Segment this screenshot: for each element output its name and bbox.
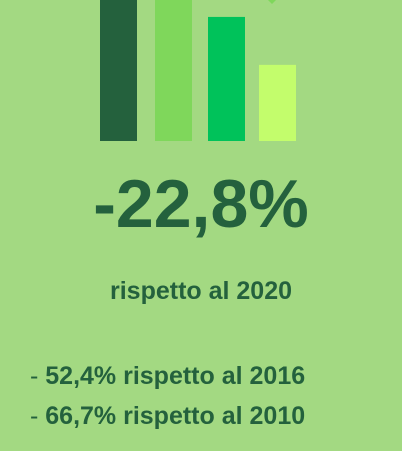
headline-value: -22,8% [93, 166, 309, 242]
bar-chart [100, 0, 296, 142]
bar [100, 0, 137, 141]
bar [208, 16, 245, 142]
arrow-tip-decoration [268, 0, 276, 4]
list-item-text: 52,4% rispetto al 2016 [38, 362, 306, 390]
comparison-text: rispetto al 2020 [109, 277, 293, 305]
comparison-list: - 52,4% rispetto al 2016 - 66,7% rispett… [30, 356, 305, 436]
list-dash: - [30, 362, 39, 390]
list-item: - 66,7% rispetto al 2010 [30, 396, 305, 436]
list-item: - 52,4% rispetto al 2016 [30, 356, 305, 396]
list-item-text: 66,7% rispetto al 2010 [38, 402, 306, 430]
bar [259, 64, 296, 141]
list-dash: - [30, 402, 39, 430]
bar [155, 0, 192, 141]
